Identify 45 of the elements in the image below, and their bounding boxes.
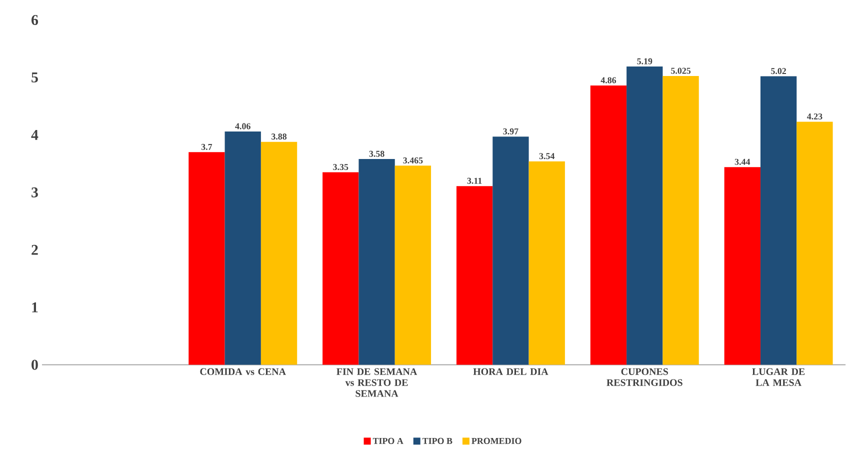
data-label: 3.465: [403, 158, 423, 164]
data-label: 4.06: [235, 123, 250, 130]
bar: [188, 152, 225, 365]
y-tick-label: 2: [32, 245, 38, 255]
x-tick-label: FIN DE SEMANA vs RESTO DE SEMANA: [336, 368, 418, 398]
data-label: 3.54: [539, 153, 555, 160]
data-label: 3.97: [503, 128, 518, 135]
data-label: 3.58: [369, 150, 384, 157]
legend-label: PROMEDIO: [472, 438, 522, 444]
y-tick-label: 5: [32, 72, 38, 83]
data-label: 3.88: [272, 134, 287, 140]
data-label: 3.44: [734, 158, 750, 166]
data-label: 3.7: [201, 144, 212, 150]
bar: [394, 166, 432, 365]
bar: [358, 159, 395, 365]
bar: [322, 172, 359, 365]
legend-label: TIPO B: [422, 438, 452, 444]
legend-label: TIPO A: [372, 438, 404, 444]
x-tick-label: CUPONES RESTRINGIDOS: [606, 368, 682, 386]
bar: [492, 136, 529, 365]
bar: [626, 66, 663, 365]
y-tick-label: 6: [32, 15, 38, 26]
y-tick-label: 1: [32, 302, 38, 312]
x-tick-label: HORA DEL DIA: [473, 368, 548, 376]
data-label: 4.23: [806, 114, 822, 120]
y-tick-label: 4: [31, 130, 38, 140]
data-label: 4.86: [600, 77, 616, 84]
y-tick-label: 3: [32, 188, 38, 198]
bar: [724, 167, 760, 365]
bar: [796, 122, 833, 365]
bar: [760, 76, 797, 365]
x-tick-label: LUGAR DE LA MESA: [752, 368, 805, 386]
data-label: 5.02: [771, 68, 786, 74]
bar: [528, 161, 565, 365]
data-label: 5.025: [671, 68, 691, 74]
bar: [662, 76, 699, 365]
bar: [224, 132, 261, 365]
bar: [456, 186, 493, 365]
data-label: 5.19: [637, 58, 652, 64]
y-tick-label: 0: [32, 360, 38, 370]
bar: [590, 86, 627, 365]
x-tick-label: COMIDA vs CENA: [200, 368, 286, 376]
data-label: 3.11: [467, 178, 482, 184]
data-label: 3.35: [333, 164, 348, 170]
bar: [260, 142, 298, 365]
